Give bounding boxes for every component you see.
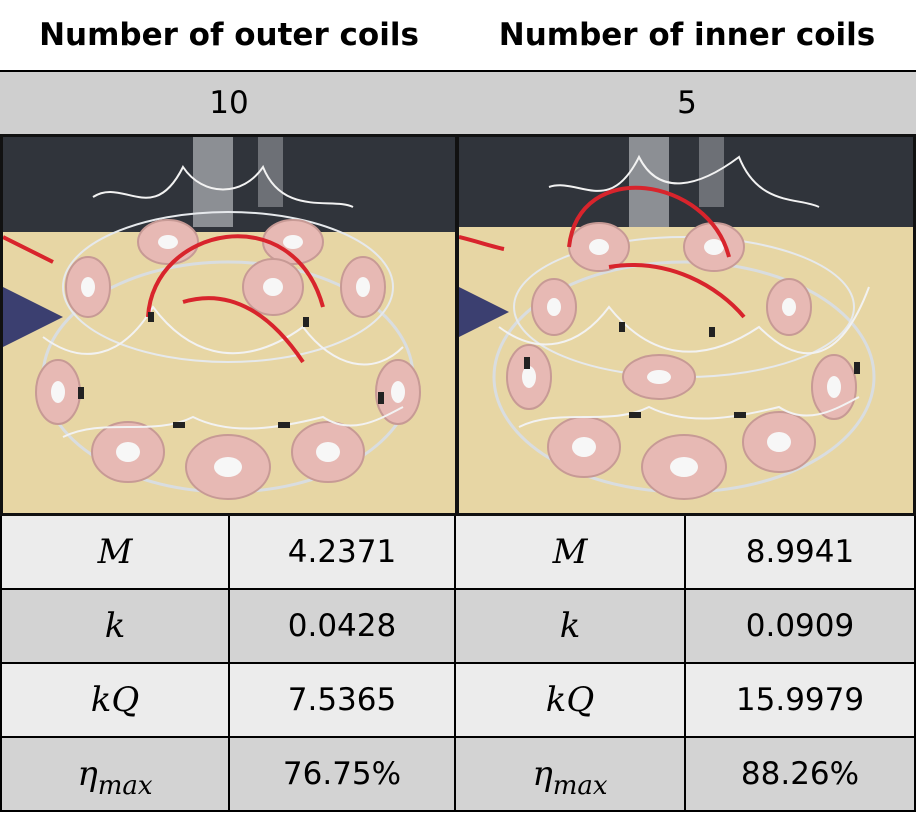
metric-value-inner: 8.9941 [686, 516, 916, 590]
metric-symbol-outer: M [0, 516, 230, 590]
metric-value-outer: 7.5365 [230, 664, 456, 738]
outer-coils-illustration [3, 137, 455, 513]
metric-row-kq: kQ 7.5365 kQ 15.9979 [0, 664, 916, 738]
inner-coil-count: 5 [677, 85, 697, 121]
metric-symbol-inner: kQ [456, 664, 686, 738]
outer-coils-photo [0, 134, 458, 516]
metric-symbol-inner: k [456, 590, 686, 664]
inner-coils-header: Number of inner coils [498, 17, 876, 53]
metric-symbol-inner: ηmax [456, 738, 686, 812]
inner-coils-photo [456, 134, 916, 516]
metric-symbol-inner: M [456, 516, 686, 590]
header-divider [0, 70, 916, 72]
inner-coils-illustration [459, 137, 913, 513]
metric-symbol-outer: ηmax [0, 738, 230, 812]
metric-value-outer: 76.75% [230, 738, 456, 812]
metric-symbol-outer: kQ [0, 664, 230, 738]
count-row [0, 72, 916, 134]
metric-value-inner: 0.0909 [686, 590, 916, 664]
metric-row-k: k 0.0428 k 0.0909 [0, 590, 916, 664]
outer-coil-count: 10 [209, 85, 249, 121]
metrics-table: M 4.2371 M 8.9941 k 0.0428 k 0.0909 kQ 7… [0, 516, 916, 816]
metric-row-eta-max: ηmax 76.75% ηmax 88.26% [0, 738, 916, 812]
metric-value-outer: 4.2371 [230, 516, 456, 590]
outer-coils-header: Number of outer coils [39, 17, 419, 53]
metric-symbol-outer: k [0, 590, 230, 664]
metric-value-outer: 0.0428 [230, 590, 456, 664]
metric-value-inner: 15.9979 [686, 664, 916, 738]
metric-value-inner: 88.26% [686, 738, 916, 812]
metric-row-m: M 4.2371 M 8.9941 [0, 516, 916, 590]
